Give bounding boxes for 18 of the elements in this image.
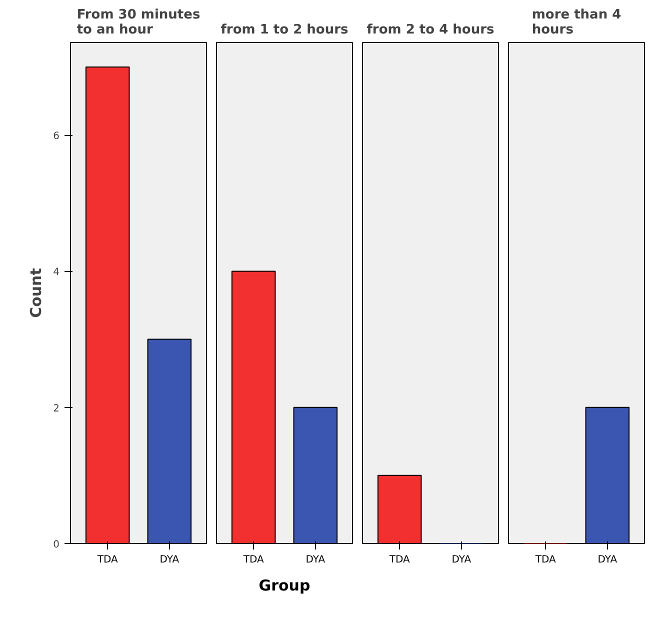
y-tick-label: 6: [53, 131, 60, 142]
x-tick-label: TDA: [96, 554, 118, 566]
x-tick-label: TDA: [242, 554, 264, 566]
y-axis-title: Count: [27, 268, 46, 318]
x-tick-label: DYA: [306, 554, 326, 566]
x-tick-label: TDA: [388, 554, 410, 566]
x-tick-label: DYA: [452, 554, 472, 566]
chart-title: From 30 minutes to an hour: [76, 8, 200, 38]
x-tick-label: TDA: [534, 554, 556, 566]
y-tick-label: 2: [53, 403, 60, 414]
x-tick-label: DYA: [160, 554, 180, 566]
y-tick-label: 4: [53, 267, 60, 278]
chart-title: from 2 to 4 hours: [366, 22, 494, 38]
y-tick-label: 0: [53, 540, 60, 550]
chart-title: more than 4 hours: [532, 8, 622, 38]
chart-title: from 1 to 2 hours: [220, 22, 348, 38]
x-axis-title: Group: [258, 576, 310, 594]
x-tick-label: DYA: [598, 554, 618, 566]
